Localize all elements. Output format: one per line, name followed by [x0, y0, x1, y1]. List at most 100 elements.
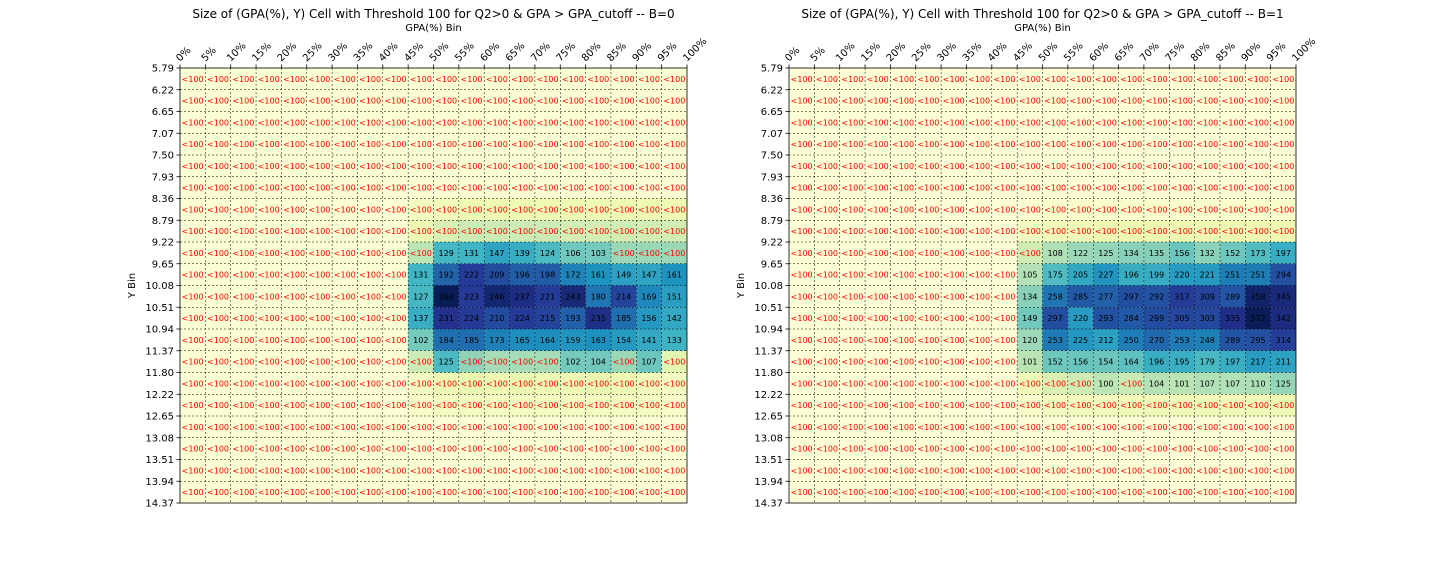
- cell-value-label: 251: [1250, 271, 1265, 280]
- cell-value-label: <100: [917, 358, 939, 367]
- heatmap-cell: [205, 372, 231, 395]
- cell-value-label: <100: [1222, 118, 1244, 127]
- heatmap-cell: [382, 89, 409, 112]
- cell-value-label: <100: [917, 314, 939, 323]
- heatmap-cell: [814, 111, 840, 134]
- cell-value-label: <100: [1196, 162, 1218, 171]
- heatmap-cell: [636, 133, 662, 155]
- heatmap-cell: [205, 416, 231, 438]
- heatmap-cell: [789, 263, 815, 286]
- cell-value-label: <100: [816, 336, 838, 345]
- cell-value-label: <100: [461, 75, 483, 84]
- heatmap-cell: [585, 285, 611, 308]
- heatmap-cell: [610, 242, 637, 264]
- heatmap-cell: [1042, 307, 1068, 329]
- cell-value-label: <100: [182, 162, 204, 171]
- cell-value-label: <100: [1171, 140, 1193, 149]
- heatmap-cell: [890, 481, 916, 503]
- cell-value-label: 237: [515, 292, 530, 301]
- heatmap-cell: [1093, 155, 1119, 177]
- cell-value-label: <100: [207, 423, 229, 432]
- heatmap-cell: [205, 285, 231, 308]
- cell-value-label: <100: [1044, 140, 1066, 149]
- heatmap-cell: [256, 307, 282, 329]
- cell-value-label: <100: [917, 97, 939, 106]
- cell-value-label: <100: [1120, 445, 1142, 454]
- cell-value-label: <100: [587, 75, 609, 84]
- cell-value-label: <100: [258, 358, 280, 367]
- cell-value-label: <100: [334, 401, 356, 410]
- cell-value-label: 224: [464, 314, 479, 323]
- cell-value-label: <100: [791, 466, 813, 475]
- heatmap-cell: [1118, 111, 1144, 134]
- heatmap-cell: [966, 198, 992, 221]
- heatmap-cell: [433, 133, 459, 155]
- heatmap-cell: [1143, 242, 1170, 264]
- heatmap-cell: [814, 416, 840, 438]
- heatmap-cell: [357, 394, 383, 416]
- cell-value-label: 260: [439, 292, 454, 301]
- heatmap-cell: [433, 481, 459, 503]
- cell-value-label: <100: [207, 205, 229, 214]
- cell-value-label: <100: [258, 97, 280, 106]
- cell-value-label: 196: [1124, 271, 1139, 280]
- cell-value-label: <100: [892, 358, 914, 367]
- heatmap-cell: [610, 176, 637, 199]
- cell-value-label: <100: [1070, 466, 1092, 475]
- cell-value-label: <100: [1120, 227, 1142, 236]
- heatmap-cell: [941, 89, 967, 112]
- cell-value-label: <100: [1171, 118, 1193, 127]
- cell-value-label: <100: [968, 445, 990, 454]
- cell-value-label: 197: [1276, 249, 1291, 258]
- heatmap-cell: [1067, 307, 1094, 329]
- y-axis-label: Y Bin: [736, 273, 747, 299]
- cell-value-label: <100: [1044, 118, 1066, 127]
- heatmap-cell: [966, 329, 992, 351]
- cell-value-label: <100: [867, 336, 889, 345]
- heatmap-cell: [991, 111, 1018, 134]
- cell-value-label: <100: [537, 466, 559, 475]
- cell-value-label: <100: [334, 314, 356, 323]
- cell-value-label: <100: [587, 379, 609, 388]
- cell-value-label: <100: [867, 75, 889, 84]
- heatmap-cell: [357, 176, 383, 199]
- y-tick-label: 12.22: [145, 390, 174, 401]
- heatmap-cell: [230, 176, 257, 199]
- cell-value-label: <100: [182, 488, 204, 497]
- heatmap-cell: [458, 350, 485, 373]
- heatmap-cell: [941, 350, 967, 373]
- cell-value-label: <100: [334, 292, 356, 301]
- heatmap-cell: [814, 242, 840, 264]
- heatmap-cell: [839, 307, 866, 329]
- heatmap-cell: [941, 459, 967, 482]
- cell-value-label: <100: [892, 401, 914, 410]
- heatmap-cell: [636, 307, 662, 329]
- heatmap-cell: [1118, 481, 1144, 503]
- heatmap-cell: [332, 263, 358, 286]
- cell-value-label: 142: [667, 314, 682, 323]
- cell-value-label: <100: [1196, 118, 1218, 127]
- cell-value-label: 196: [1149, 358, 1164, 367]
- cell-value-label: <100: [1196, 97, 1218, 106]
- y-tick-label: 8.36: [761, 194, 783, 205]
- cell-value-label: <100: [867, 118, 889, 127]
- heatmap-cell: [1017, 350, 1043, 373]
- heatmap-cell: [534, 350, 561, 373]
- heatmap-cell: [509, 350, 535, 373]
- cell-value-label: <100: [1196, 488, 1218, 497]
- cell-value-label: <100: [207, 140, 229, 149]
- heatmap-cell: [1194, 242, 1220, 264]
- cell-value-label: <100: [587, 227, 609, 236]
- cell-value-label: <100: [943, 75, 965, 84]
- heatmap-cell: [230, 220, 257, 242]
- heatmap-cell: [1118, 416, 1144, 438]
- heatmap-cell: [915, 68, 942, 90]
- heatmap-cell: [991, 394, 1018, 416]
- cell-value-label: <100: [1272, 75, 1294, 84]
- cell-value-label: <100: [867, 292, 889, 301]
- heatmap-cell: [915, 329, 942, 351]
- cell-value-label: 104: [1149, 379, 1164, 388]
- cell-value-label: 103: [591, 249, 606, 258]
- cell-value-label: 205: [1073, 271, 1088, 280]
- heatmap-cell: [966, 220, 992, 242]
